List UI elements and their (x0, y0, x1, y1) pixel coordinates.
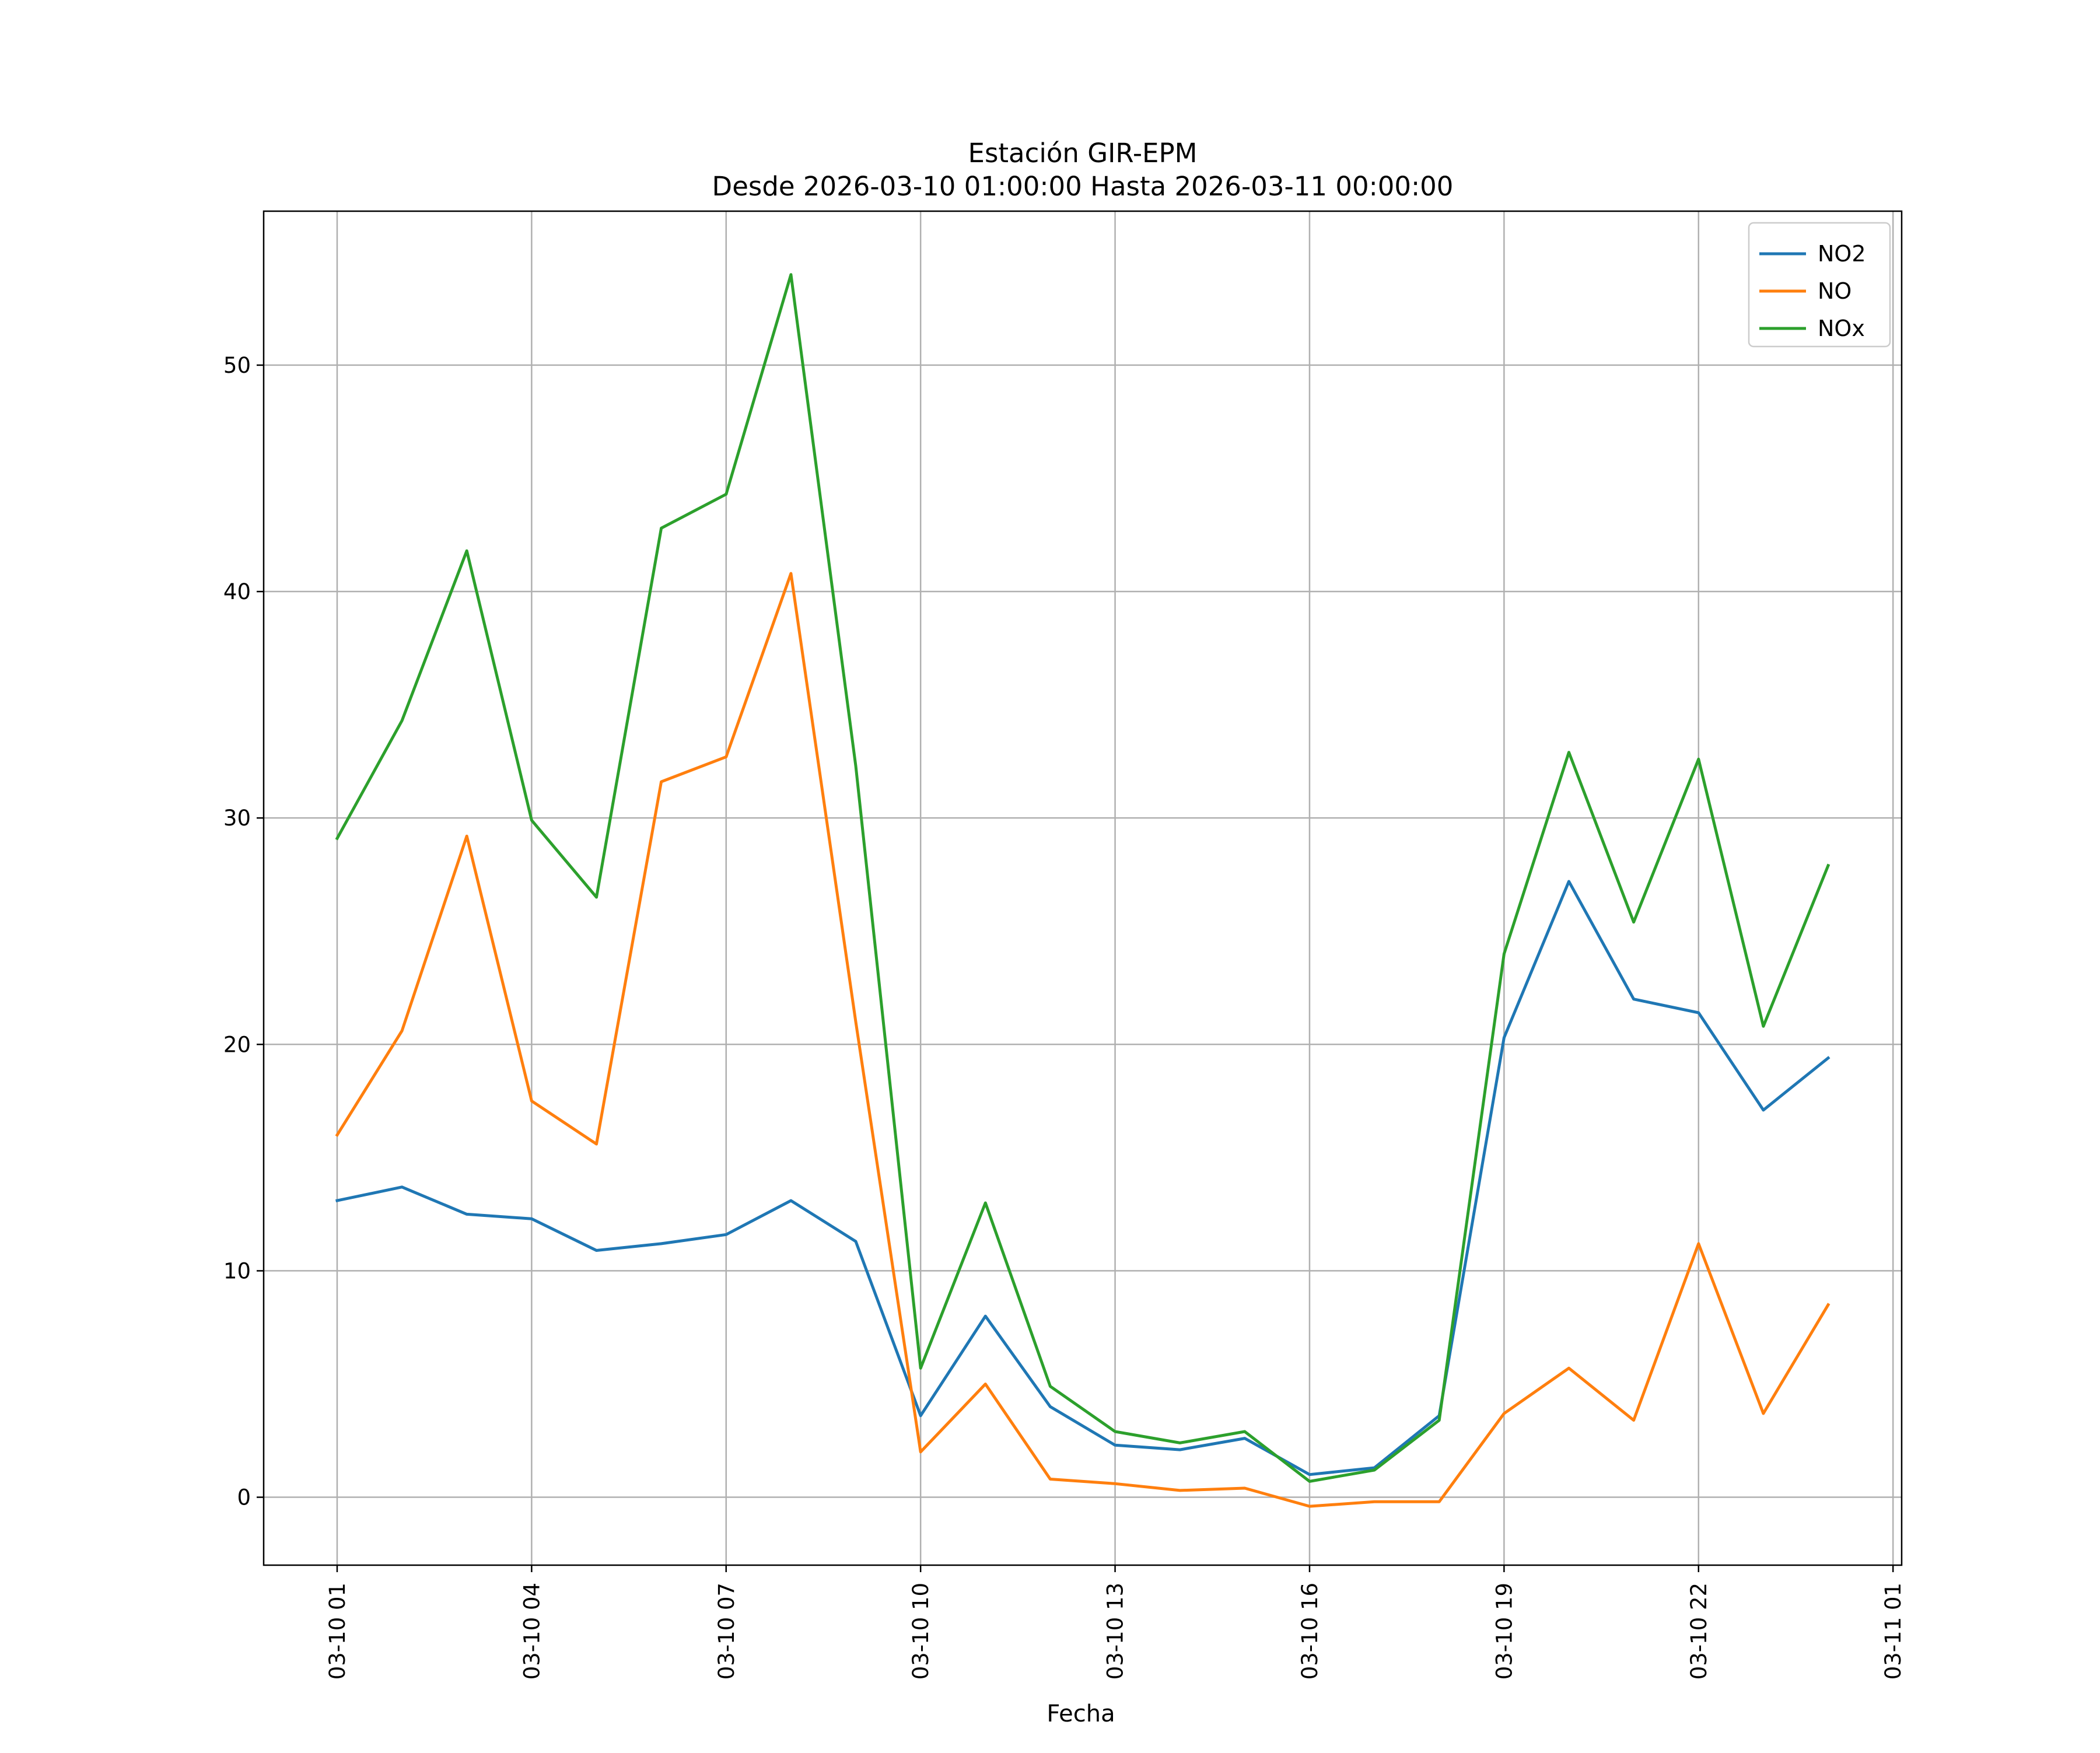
series-line-no2 (335, 880, 1831, 1476)
x-tick-label: 03-10 22 (1686, 1583, 1712, 1679)
legend-label-no2: NO2 (1818, 241, 1866, 267)
x-tick-label: 03-10 07 (714, 1583, 739, 1679)
y-tick-label: 20 (223, 1032, 251, 1057)
y-tick-label: 10 (223, 1258, 251, 1283)
series-lines (335, 273, 1831, 1508)
chart-subtitle: Desde 2026-03-10 01:00:00 Hasta 2026-03-… (712, 171, 1454, 202)
plot-frame (262, 210, 1903, 1566)
series-line-no (335, 572, 1831, 1508)
legend: NO2 NO NOx (1748, 222, 1891, 348)
legend-label-nox: NOx (1818, 316, 1865, 341)
x-tick-label: 03-10 19 (1492, 1583, 1517, 1679)
x-axis-label: Fecha (1046, 1700, 1115, 1727)
x-tick-label: 03-10 10 (908, 1583, 933, 1679)
grid-lines (264, 211, 1902, 1565)
y-tick-label: 0 (237, 1485, 251, 1510)
y-tick-label: 50 (223, 353, 251, 378)
x-tick-label: 03-10 13 (1103, 1583, 1128, 1679)
y-tick-label: 30 (223, 806, 251, 831)
axis-ticks: 03-10 01 03-10 04 03-10 07 03-10 10 03-10 13… (223, 353, 1906, 1679)
x-tick-label: 03-10 16 (1297, 1583, 1322, 1679)
y-tick-label: 40 (223, 579, 251, 604)
legend-label-no: NO (1818, 278, 1852, 304)
x-tick-label: 03-10 04 (519, 1583, 544, 1679)
chart-title: Estación GIR-EPM (968, 138, 1198, 169)
x-tick-label: 03-11 01 (1881, 1583, 1906, 1679)
x-tick-label: 03-10 01 (325, 1583, 350, 1679)
series-line-nox (335, 273, 1831, 1483)
